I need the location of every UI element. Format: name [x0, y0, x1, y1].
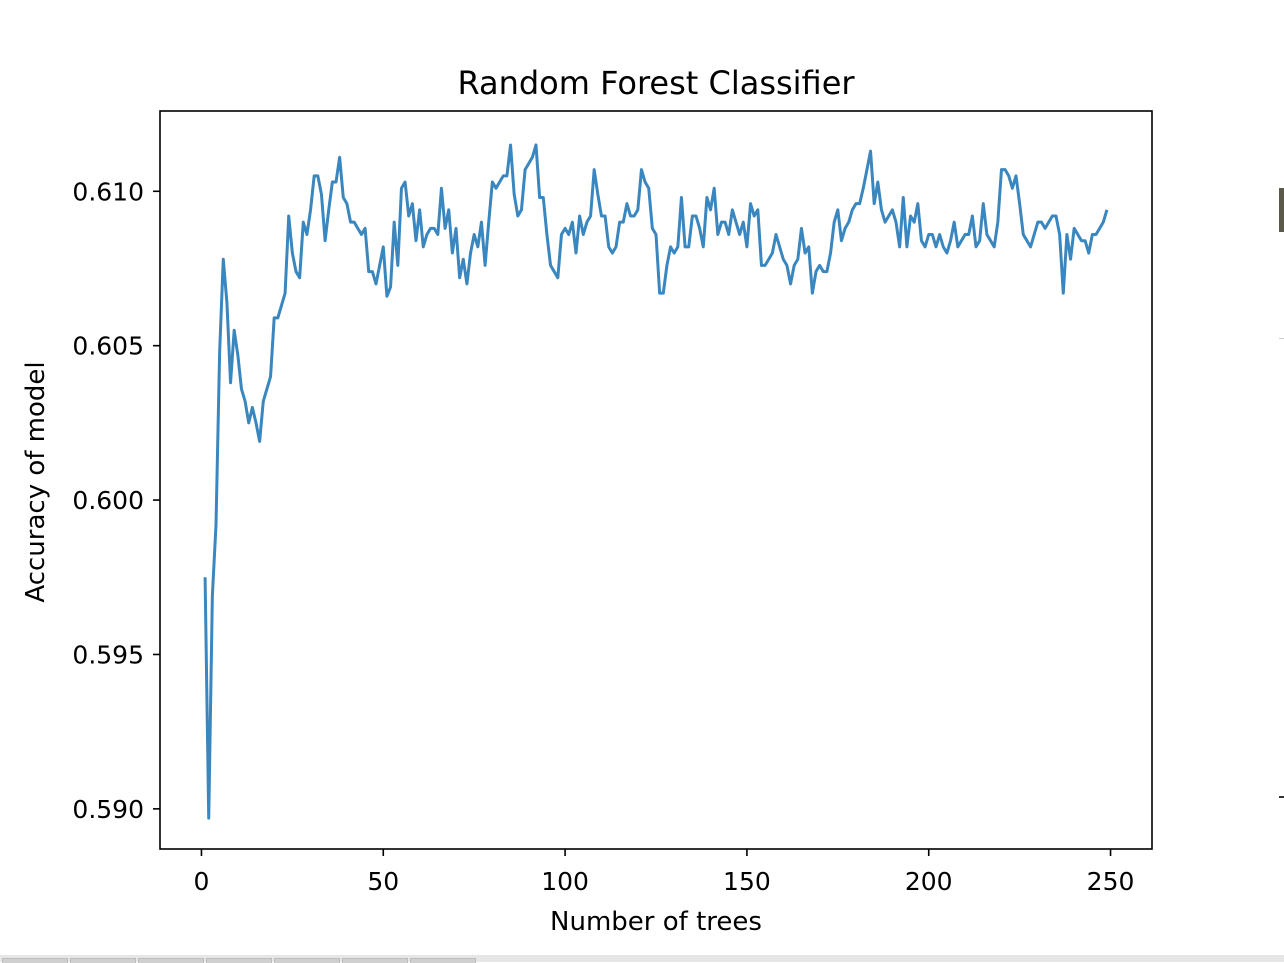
taskbar-tab[interactable] — [70, 958, 136, 963]
x-tick-label: 150 — [723, 867, 771, 896]
background-window-line — [1279, 796, 1284, 798]
series-line — [203, 143, 1109, 820]
x-tick-label: 0 — [194, 867, 210, 896]
y-tick-label: 0.600 — [72, 486, 144, 515]
y-tick-label: 0.595 — [72, 640, 144, 669]
x-axis: 0 50 100 150 200 250 — [194, 849, 1135, 896]
x-tick-label: 100 — [541, 867, 589, 896]
chart-title: Random Forest Classifier — [457, 64, 855, 102]
background-window-sliver — [1279, 188, 1284, 232]
taskbar-tab[interactable] — [342, 958, 408, 963]
x-tick-label: 250 — [1087, 867, 1135, 896]
taskbar-tab[interactable] — [410, 958, 476, 963]
taskbar-strip — [0, 955, 1284, 962]
taskbar-tab[interactable] — [274, 958, 340, 963]
background-window-line — [1279, 338, 1284, 339]
y-axis: 0.590 0.595 0.600 0.605 0.610 — [72, 177, 160, 824]
x-axis-label: Number of trees — [550, 907, 762, 937]
y-axis-label: Accuracy of model — [21, 361, 51, 602]
taskbar-tab[interactable] — [138, 958, 204, 963]
x-tick-label: 50 — [367, 867, 399, 896]
plot-frame — [159, 110, 1153, 850]
taskbar-tab[interactable] — [206, 958, 272, 963]
window-edge — [1279, 0, 1284, 962]
y-tick-label: 0.590 — [72, 795, 144, 824]
taskbar-tab[interactable] — [2, 958, 68, 963]
y-tick-label: 0.605 — [72, 332, 144, 361]
series-layer — [203, 143, 1109, 820]
x-tick-label: 200 — [905, 867, 953, 896]
y-tick-label: 0.610 — [72, 177, 144, 206]
